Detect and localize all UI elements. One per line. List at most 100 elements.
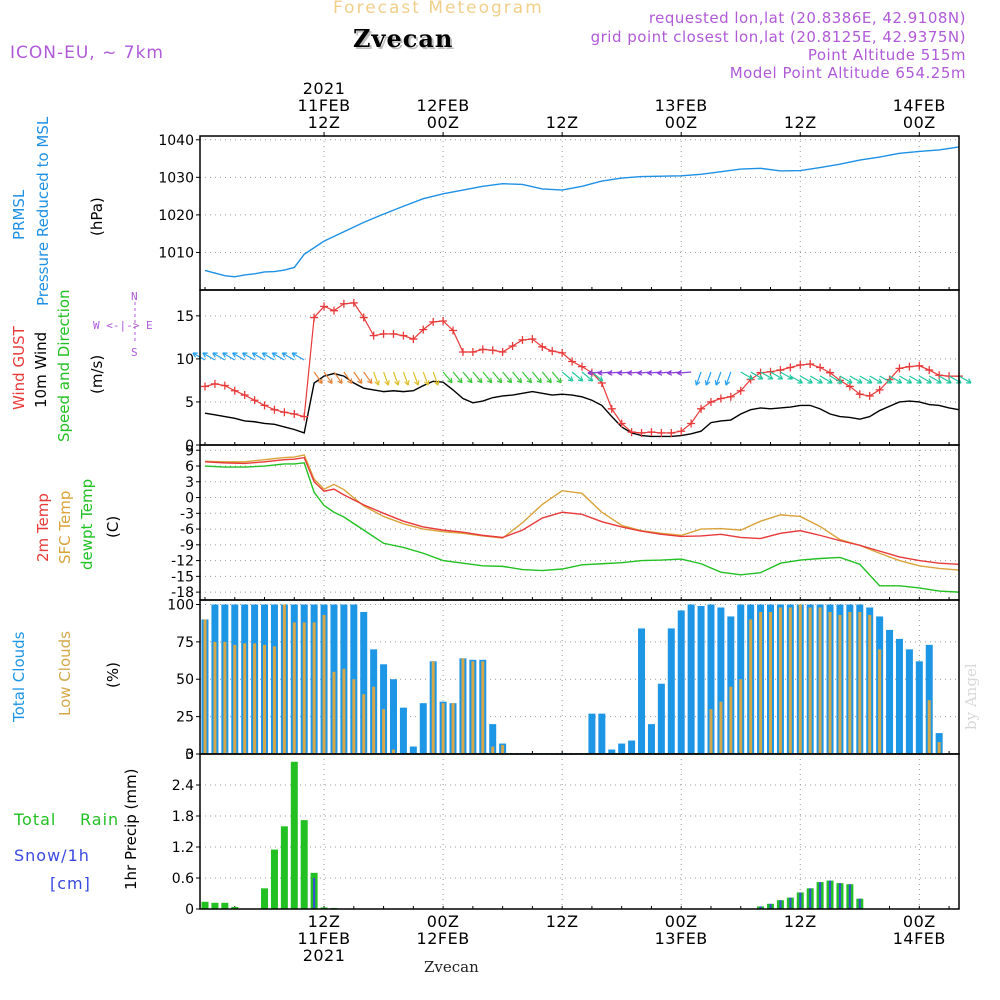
compass-arrows-icon	[130, 298, 140, 348]
total-clouds-bar	[895, 638, 903, 754]
wind-direction-arrow	[561, 371, 574, 382]
y-tick-label: 1.2	[172, 840, 194, 856]
wind-direction-arrow	[422, 371, 430, 386]
total-clouds-bar	[419, 703, 427, 754]
temp-2m-line	[204, 456, 960, 565]
wind-direction-arrow	[333, 371, 343, 385]
panel-frame	[199, 135, 960, 291]
top-time-label: 00Z	[903, 113, 936, 132]
wind-direction-arrow	[271, 352, 285, 361]
low-clouds-bar	[352, 679, 356, 754]
total-clouds-bar	[697, 605, 705, 754]
wind-direction-arrow	[222, 352, 236, 361]
wind-direction-arrow	[212, 352, 226, 361]
wind-direction-arrow	[740, 371, 754, 380]
wind-direction-arrow	[919, 375, 932, 384]
wind-direction-arrow	[472, 371, 483, 384]
wind-direction-arrow	[281, 352, 295, 361]
y-tick-label: -3	[180, 506, 194, 522]
wind-direction-arrow	[541, 371, 552, 384]
wind-direction-arrow	[412, 371, 420, 386]
snow-bar	[819, 882, 822, 909]
total-clouds-bar	[707, 604, 715, 754]
compass-west-east: W <-|-> E	[93, 319, 153, 332]
low-clouds-bar	[491, 746, 495, 754]
total-clouds-bar	[905, 649, 913, 754]
rain-bar	[290, 761, 298, 909]
gust-point	[786, 363, 795, 372]
bottom-time-label: 12FEB	[417, 929, 470, 948]
wind-direction-arrow	[928, 375, 942, 384]
snow-bar	[769, 903, 772, 909]
top-time-label: 12Z	[308, 113, 341, 132]
low-clouds-bar	[322, 614, 326, 754]
wind-direction-arrow	[343, 371, 353, 385]
low-clouds-bar	[769, 611, 772, 754]
wind-direction-arrow	[750, 371, 764, 380]
gust-point	[746, 375, 755, 384]
gust-point	[736, 386, 745, 395]
gust-point	[518, 335, 527, 344]
gust-point	[816, 363, 825, 372]
low-clouds-bar	[798, 604, 802, 754]
total-clouds-bar	[647, 724, 655, 754]
low-clouds-bar	[292, 622, 296, 754]
low-clouds-bar	[868, 614, 872, 754]
wind-direction-arrow	[899, 375, 913, 384]
gust-point	[349, 298, 358, 307]
y-tick-label: -15	[171, 569, 194, 585]
y-tick-label: 15	[176, 309, 194, 325]
gust-point	[925, 366, 934, 375]
gust-point	[855, 390, 864, 399]
top-time-label: 12Z	[546, 113, 579, 132]
compass-north: N	[131, 290, 138, 303]
gust-point	[369, 331, 378, 340]
gust-point	[419, 325, 428, 334]
wind-direction-arrow	[869, 375, 883, 384]
y-tick-label: 10	[176, 352, 194, 368]
precip-label-rain: Rain	[80, 810, 120, 829]
wind-direction-arrow	[392, 371, 400, 386]
precip-label-total: Total	[14, 810, 57, 829]
snow-bar	[759, 906, 762, 909]
low-clouds-bar	[342, 668, 346, 754]
low-clouds-bar	[937, 742, 941, 754]
wind-direction-arrow	[938, 375, 952, 384]
bottom-time-label: 14FEB	[893, 929, 946, 948]
requested-coords: requested lon,lat (20.8386E, 42.9108N)	[648, 9, 966, 27]
gust-point	[766, 367, 775, 376]
wind-direction-arrow	[859, 375, 873, 384]
low-clouds-bar	[501, 745, 505, 754]
gust-point	[677, 427, 686, 436]
gust-point	[339, 299, 348, 308]
bottom-time-label: 12Z	[546, 912, 579, 931]
gust-point	[935, 371, 944, 380]
total-clouds-bar	[399, 707, 407, 754]
low-clouds-bar	[749, 619, 753, 754]
low-clouds-bar	[719, 701, 723, 754]
y-tick-label: 0	[185, 747, 194, 763]
gust-point	[359, 313, 368, 322]
wind-direction-arrow	[724, 371, 732, 386]
low-clouds-bar	[392, 749, 395, 754]
gust-point	[548, 347, 557, 356]
total-clouds-bar	[667, 628, 675, 754]
top-time-label: 11FEB	[297, 96, 350, 115]
rain-bar	[211, 902, 219, 909]
total-clouds-bar	[886, 629, 894, 754]
y-tick-label: 6	[185, 459, 194, 475]
wind-direction-arrow	[581, 371, 594, 382]
wind-direction-arrow	[452, 371, 463, 384]
y-tick-label: 0	[185, 902, 194, 918]
gust-point	[845, 382, 854, 391]
gust-point	[617, 419, 626, 428]
model-altitude: Model Point Altitude 654.25m	[729, 64, 966, 82]
gust-point	[260, 401, 269, 410]
gust-point	[488, 346, 497, 355]
bottom-time-label: 2021	[303, 946, 346, 965]
gust-point	[329, 306, 338, 315]
top-time-label: 14FEB	[893, 96, 946, 115]
low-clouds-bar	[362, 694, 366, 754]
wind-direction-arrow	[241, 352, 255, 361]
total-clouds-bar	[687, 604, 695, 754]
